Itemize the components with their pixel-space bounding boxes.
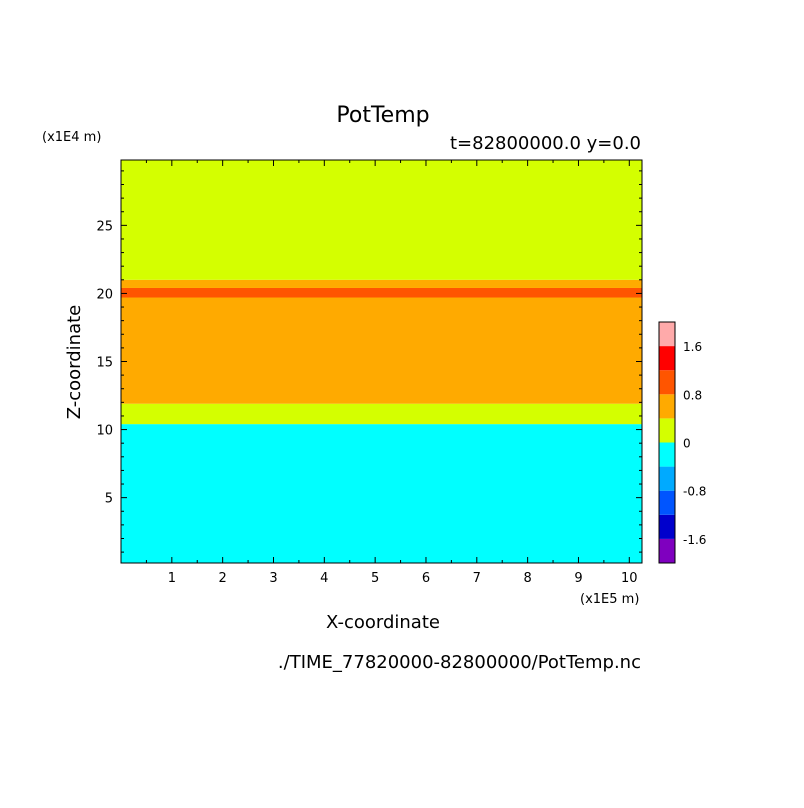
colorbar-swatch-9 bbox=[659, 322, 675, 347]
contour-band-0 bbox=[121, 424, 642, 563]
contour-band-1 bbox=[121, 403, 642, 425]
colorbar: -1.6 -0.8 0 0.8 1.6 bbox=[658, 321, 706, 564]
y-tick-label-15: 15 bbox=[96, 356, 113, 371]
y-axis-label: Z-coordinate bbox=[64, 305, 85, 420]
colorbar-swatch-0 bbox=[659, 538, 675, 563]
x-axis-ticks: 1 2 3 4 5 6 7 8 9 10 bbox=[145, 160, 638, 586]
colorbar-swatch-8 bbox=[659, 346, 675, 371]
colorbar-swatch-1 bbox=[659, 514, 675, 539]
plot-frame bbox=[120, 159, 643, 564]
contour-band-2 bbox=[121, 297, 642, 404]
y-axis-ticks: 5 10 15 20 25 bbox=[96, 170, 642, 553]
colorbar-label-1: -0.8 bbox=[683, 485, 706, 499]
colorbar-label-4: 1.6 bbox=[683, 340, 702, 354]
y-unit-label: (x1E4 m) bbox=[42, 130, 101, 145]
contour-band-4 bbox=[121, 279, 642, 288]
colorbar-swatch-6 bbox=[659, 394, 675, 419]
x-tick-label-4: 4 bbox=[320, 571, 328, 586]
colorbar-label-2: 0 bbox=[683, 437, 691, 451]
contour-bands bbox=[121, 160, 642, 563]
x-unit-label: (x1E5 m) bbox=[580, 592, 639, 607]
x-tick-label-7: 7 bbox=[473, 571, 481, 586]
colorbar-swatch-7 bbox=[659, 370, 675, 395]
contour-band-3 bbox=[121, 287, 642, 298]
y-tick-label-10: 10 bbox=[96, 424, 113, 439]
colorbar-label-3: 0.8 bbox=[683, 388, 702, 402]
colorbar-frame bbox=[658, 321, 676, 564]
source-file-label: ./TIME_77820000-82800000/PotTemp.nc bbox=[278, 652, 641, 673]
x-tick-label-3: 3 bbox=[269, 571, 277, 586]
x-tick-label-9: 9 bbox=[574, 571, 582, 586]
colorbar-swatch-5 bbox=[659, 418, 675, 443]
y-tick-label-25: 25 bbox=[96, 219, 113, 234]
colorbar-swatch-2 bbox=[659, 490, 675, 515]
x-tick-label-2: 2 bbox=[219, 571, 227, 586]
y-tick-label-20: 20 bbox=[96, 287, 113, 302]
chart-title: PotTemp bbox=[336, 103, 429, 128]
x-tick-label-6: 6 bbox=[422, 571, 430, 586]
x-tick-label-8: 8 bbox=[523, 571, 531, 586]
y-tick-label-5: 5 bbox=[105, 492, 113, 507]
x-tick-label-5: 5 bbox=[371, 571, 379, 586]
contour-band-5 bbox=[121, 160, 642, 280]
chart-subtitle: t=82800000.0 y=0.0 bbox=[450, 133, 641, 154]
x-tick-label-1: 1 bbox=[168, 571, 176, 586]
colorbar-swatch-3 bbox=[659, 466, 675, 491]
x-tick-label-10: 10 bbox=[621, 571, 638, 586]
colorbar-label-0: -1.6 bbox=[683, 533, 706, 547]
x-axis-label: X-coordinate bbox=[326, 612, 440, 633]
colorbar-swatch-4 bbox=[659, 442, 675, 467]
